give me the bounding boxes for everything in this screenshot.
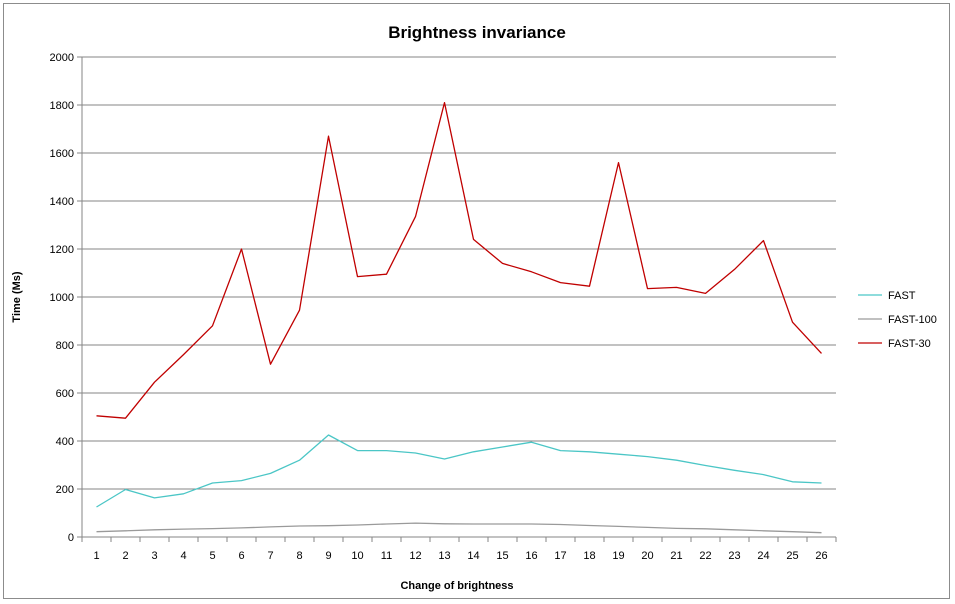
- y-tick-label: 1200: [50, 244, 74, 256]
- gridlines: [82, 56, 836, 490]
- x-tick-label: 20: [641, 550, 653, 562]
- x-tick-label: 10: [351, 550, 363, 562]
- x-tick-label: 11: [381, 550, 392, 562]
- x-tick-label: 1: [93, 550, 99, 562]
- legend: FAST FAST-100 FAST-30: [858, 290, 937, 350]
- x-tick-label: 15: [496, 550, 508, 562]
- x-tick-label: 21: [670, 550, 682, 562]
- x-tick-label: 23: [728, 550, 740, 562]
- chart-title: Brightness invariance: [388, 23, 566, 42]
- x-axis-ticks: 1 2 3 4 5 6 7 8 9 10 11 12 13 14 15 16 17 18 19 20 21 22 23 24 2…: [81, 537, 837, 562]
- x-tick-label: 12: [409, 550, 421, 562]
- x-tick-label: 9: [325, 550, 331, 562]
- y-tick-label: 2000: [50, 52, 74, 64]
- x-tick-label: 24: [757, 550, 769, 562]
- x-tick-label: 13: [438, 550, 450, 562]
- y-tick-label: 200: [56, 484, 74, 496]
- series-line-fast-100: [96, 522, 822, 534]
- x-tick-label: 16: [525, 550, 537, 562]
- x-tick-label: 5: [209, 550, 215, 562]
- y-tick-label: 400: [56, 436, 74, 448]
- x-tick-label: 2: [122, 550, 128, 562]
- y-tick-label: 1600: [50, 148, 74, 160]
- x-tick-label: 18: [583, 550, 595, 562]
- x-tick-label: 4: [180, 550, 186, 562]
- x-tick-label: 17: [554, 550, 566, 562]
- x-tick-label: 19: [612, 550, 624, 562]
- series-line-fast-30: [96, 101, 822, 419]
- legend-label: FAST: [888, 290, 916, 302]
- y-tick-label: 800: [56, 340, 74, 352]
- series-lines: [96, 101, 822, 534]
- x-axis-title: Change of brightness: [400, 580, 513, 592]
- x-tick-label: 3: [151, 550, 157, 562]
- chart-frame: [3, 3, 950, 599]
- legend-label: FAST-30: [888, 338, 931, 350]
- x-tick-label: 22: [699, 550, 711, 562]
- y-tick-label: 1000: [50, 292, 74, 304]
- y-axis-title: Time (Ms): [11, 271, 23, 322]
- y-axis-ticks: 0 200 400 600 800 1000 1200 1400 1600 1800 2000: [50, 52, 82, 544]
- x-tick-label: 8: [296, 550, 302, 562]
- y-tick-label: 1800: [50, 100, 74, 112]
- x-tick-label: 26: [815, 550, 827, 562]
- y-tick-label: 1400: [50, 196, 74, 208]
- x-tick-label: 14: [467, 550, 479, 562]
- x-tick-label: 25: [786, 550, 798, 562]
- x-tick-label: 7: [267, 550, 273, 562]
- x-tick-label: 6: [238, 550, 244, 562]
- series-line-fast: [96, 434, 822, 508]
- y-tick-label: 0: [68, 532, 74, 544]
- y-tick-label: 600: [56, 388, 74, 400]
- legend-label: FAST-100: [888, 314, 937, 326]
